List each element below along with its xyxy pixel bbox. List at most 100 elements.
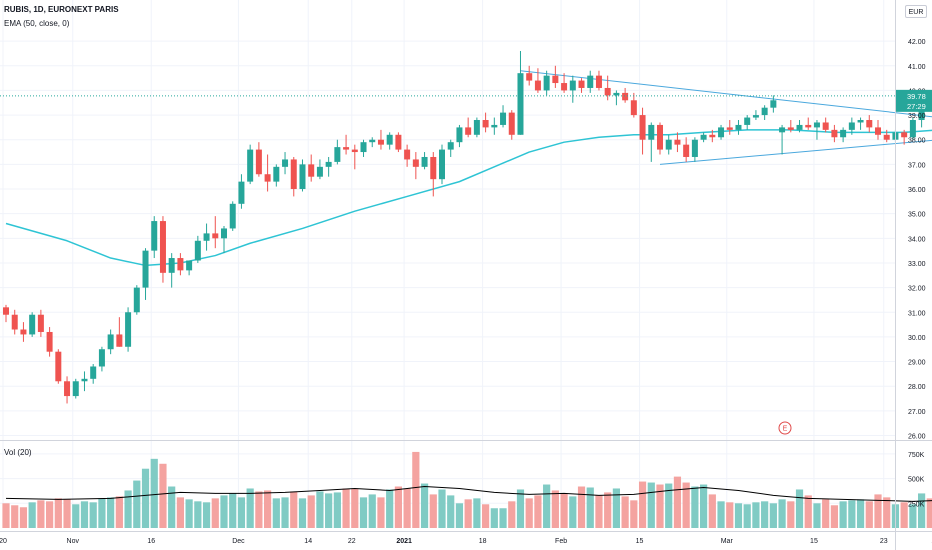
candle-body bbox=[20, 329, 27, 335]
volume-bar bbox=[682, 482, 690, 528]
price-tick-label: 34.00 bbox=[908, 236, 926, 243]
volume-bar bbox=[246, 488, 254, 528]
volume-bar bbox=[377, 497, 385, 528]
volume-bar bbox=[516, 489, 525, 528]
candle-body bbox=[11, 314, 18, 330]
candle-body bbox=[386, 134, 393, 145]
volume-bar bbox=[874, 494, 882, 528]
candle-body bbox=[247, 149, 254, 182]
volume-bar bbox=[115, 496, 123, 528]
volume-bar bbox=[89, 502, 97, 528]
volume-bar bbox=[255, 491, 263, 528]
candle-body bbox=[875, 127, 881, 135]
candle-body bbox=[351, 149, 358, 153]
volume-bar bbox=[72, 504, 80, 528]
candle-body bbox=[264, 174, 271, 182]
volume-bar bbox=[595, 495, 603, 528]
ema-indicator-label[interactable]: EMA (50, close, 0) bbox=[4, 19, 70, 28]
candle-body bbox=[831, 129, 838, 138]
candle-body bbox=[534, 80, 541, 91]
candle-body bbox=[273, 166, 280, 182]
volume-bar bbox=[455, 503, 464, 528]
earnings-event-label: E bbox=[783, 426, 788, 433]
price-tick-label: 33.00 bbox=[908, 261, 926, 268]
candle-body bbox=[744, 117, 751, 125]
volume-bar bbox=[508, 501, 516, 528]
candle-body bbox=[282, 159, 289, 167]
candle-body bbox=[159, 221, 166, 273]
volume-moving-average bbox=[5, 485, 932, 502]
symbol-title[interactable]: RUBIS, 1D, EURONEXT PARIS bbox=[4, 5, 119, 14]
candle-body bbox=[221, 228, 227, 239]
volume-bar bbox=[577, 486, 586, 528]
candle-body bbox=[325, 161, 332, 167]
volume-bar bbox=[795, 489, 804, 528]
candle-body bbox=[691, 139, 698, 157]
volume-bar bbox=[28, 502, 36, 528]
candle-body bbox=[848, 122, 855, 130]
candlesticks bbox=[3, 50, 925, 404]
countdown-value: 27:29 bbox=[907, 102, 926, 111]
currency-button[interactable]: EUR bbox=[905, 5, 927, 18]
candle-body bbox=[604, 87, 611, 96]
candle-body bbox=[657, 124, 663, 150]
volume-tick-label: 750K bbox=[908, 452, 925, 459]
candle-body bbox=[866, 120, 873, 128]
volume-bar bbox=[194, 501, 202, 528]
candle-body bbox=[98, 349, 105, 367]
volume-bar bbox=[761, 501, 769, 528]
volume-bar bbox=[621, 496, 629, 528]
volume-bar bbox=[691, 486, 699, 528]
volume-bar bbox=[700, 484, 708, 528]
volume-bar bbox=[918, 493, 926, 528]
volume-bar bbox=[734, 503, 743, 528]
candle-body bbox=[151, 221, 158, 251]
candle-body bbox=[735, 124, 742, 130]
volume-bar bbox=[351, 488, 359, 528]
volume-bar bbox=[272, 498, 280, 528]
volume-ma-line bbox=[5, 485, 932, 502]
volume-bar bbox=[80, 501, 89, 528]
candle-body bbox=[299, 164, 306, 190]
candle-body bbox=[761, 107, 768, 116]
volume-bar bbox=[202, 502, 211, 528]
volume-bar bbox=[586, 487, 594, 528]
trendline bbox=[520, 70, 932, 118]
volume-indicator-label[interactable]: Vol (20) bbox=[4, 448, 32, 457]
candle-body bbox=[569, 80, 576, 91]
candle-body bbox=[412, 159, 419, 167]
volume-bar bbox=[839, 501, 847, 528]
price-tick-label: 39.00 bbox=[908, 113, 926, 120]
volume-bar bbox=[19, 507, 28, 528]
candle-body bbox=[473, 120, 480, 135]
candle-body bbox=[613, 92, 620, 96]
volume-bar bbox=[429, 494, 437, 528]
volume-bar bbox=[290, 491, 298, 528]
candle-body bbox=[787, 127, 794, 130]
candle-body bbox=[630, 100, 637, 116]
volume-bar bbox=[551, 490, 559, 528]
volume-bar bbox=[830, 505, 838, 528]
candle-body bbox=[177, 258, 184, 271]
candle-body bbox=[107, 334, 114, 350]
candle-body bbox=[430, 156, 437, 180]
volume-bar bbox=[604, 492, 612, 528]
volume-bar bbox=[883, 497, 891, 528]
volume-bar bbox=[403, 488, 411, 528]
volume-bar bbox=[2, 503, 10, 528]
candle-body bbox=[665, 139, 672, 150]
candle-body bbox=[377, 139, 384, 145]
price-tick-label: 42.00 bbox=[908, 39, 926, 46]
candle-body bbox=[439, 149, 445, 180]
candle-body bbox=[55, 351, 62, 382]
volume-bars bbox=[2, 451, 932, 528]
ema50-line bbox=[5, 129, 932, 267]
volume-bar bbox=[726, 502, 734, 528]
candle-body bbox=[709, 134, 716, 138]
volume-bar bbox=[909, 504, 917, 528]
candle-body bbox=[308, 164, 315, 177]
candle-body bbox=[813, 122, 820, 128]
